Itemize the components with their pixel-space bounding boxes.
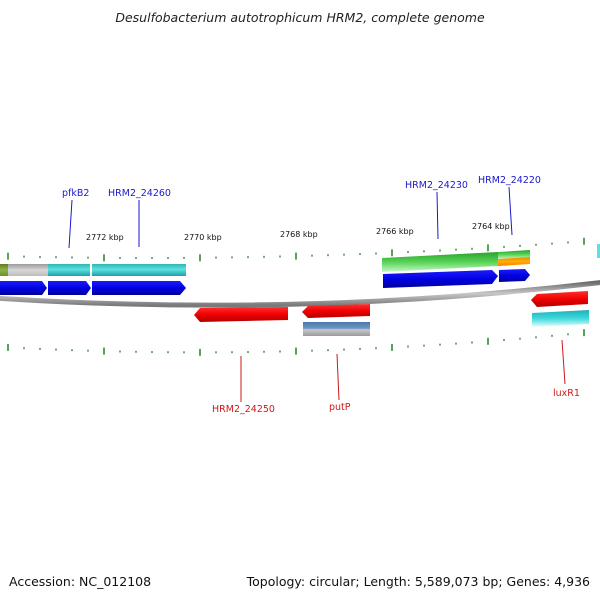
scale-label-2772: 2772 kbp xyxy=(86,233,124,242)
cds-arrow-HRM2-24250[interactable] xyxy=(194,307,288,322)
genome-stats-text: Topology: circular; Length: 5,589,073 bp… xyxy=(246,574,590,589)
gene-label-HRM2-24220[interactable]: HRM2_24220 xyxy=(478,175,541,186)
label-leader-lines xyxy=(68,186,566,402)
outer-tick-marks xyxy=(7,237,585,262)
cds-arrow-pfkB2[interactable] xyxy=(48,281,91,295)
reverse-cds-row xyxy=(194,291,588,322)
inner-tick-marks xyxy=(7,329,585,356)
gene-label-luxR1[interactable]: luxR1 xyxy=(553,388,580,399)
cds-arrow-luxR1[interactable] xyxy=(531,291,588,307)
scale-label-2770: 2770 kbp xyxy=(184,233,222,242)
gene-feature-green-small[interactable] xyxy=(498,250,530,259)
gene-feature-gray[interactable] xyxy=(8,264,48,276)
gene-label-putP[interactable]: putP xyxy=(329,402,351,413)
gene-feature-green[interactable] xyxy=(382,252,498,272)
cds-arrow-HRM2-24260[interactable] xyxy=(92,281,186,295)
forward-feature-row xyxy=(0,250,530,276)
genome-backbone xyxy=(0,280,600,308)
gene-feature-olive[interactable] xyxy=(0,264,8,276)
gene-feature-teal[interactable] xyxy=(48,264,90,276)
gene-label-HRM2-24250[interactable]: HRM2_24250 xyxy=(212,404,275,415)
gene-label-pfkB2[interactable]: pfkB2 xyxy=(62,188,89,199)
map-title: Desulfobacterium autotrophicum HRM2, com… xyxy=(115,10,485,25)
cds-arrow-putP[interactable] xyxy=(302,304,370,318)
cds-arrow-HRM2-24220[interactable] xyxy=(499,269,530,282)
reverse-feature-row xyxy=(303,310,589,336)
scale-label-2766: 2766 kbp xyxy=(376,227,414,236)
accession-text: Accession: NC_012108 xyxy=(9,574,152,589)
scale-label-2768: 2768 kbp xyxy=(280,230,318,239)
cds-arrow-1[interactable] xyxy=(0,281,47,295)
scale-label-2764: 2764 kbp xyxy=(472,222,510,231)
gene-feature-teal-reverse[interactable] xyxy=(532,310,589,327)
forward-cds-row xyxy=(0,269,530,295)
gene-label-HRM2-24260[interactable]: HRM2_24260 xyxy=(108,188,171,199)
gene-feature-edge[interactable] xyxy=(597,244,600,258)
gene-feature-teal-long[interactable] xyxy=(92,264,186,276)
gene-label-HRM2-24230[interactable]: HRM2_24230 xyxy=(405,180,468,191)
gene-feature-steel[interactable] xyxy=(303,322,370,336)
cds-arrow-HRM2-24230[interactable] xyxy=(383,270,498,288)
gene-feature-orange[interactable] xyxy=(498,257,530,266)
